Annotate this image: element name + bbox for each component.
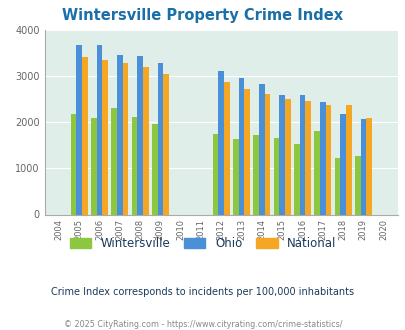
Text: © 2025 CityRating.com - https://www.cityrating.com/crime-statistics/: © 2025 CityRating.com - https://www.city… [64, 320, 341, 329]
Bar [313, 131, 319, 214]
Bar [299, 95, 305, 214]
Bar [273, 138, 279, 214]
Bar [122, 63, 128, 214]
Bar [163, 74, 168, 214]
Bar [102, 60, 108, 214]
Bar [96, 46, 102, 214]
Bar [354, 156, 360, 214]
Bar [305, 101, 310, 214]
Bar [137, 55, 143, 214]
Bar [334, 158, 339, 214]
Legend: Wintersville, Ohio, National: Wintersville, Ohio, National [65, 232, 340, 255]
Bar [365, 118, 371, 214]
Bar [293, 144, 299, 214]
Bar [157, 63, 163, 214]
Bar [76, 46, 82, 214]
Text: Crime Index corresponds to incidents per 100,000 inhabitants: Crime Index corresponds to incidents per… [51, 287, 354, 297]
Bar [117, 55, 122, 214]
Bar [91, 118, 96, 214]
Bar [212, 134, 218, 214]
Bar [325, 106, 330, 214]
Bar [151, 124, 157, 214]
Bar [218, 71, 224, 214]
Bar [70, 114, 76, 214]
Bar [111, 108, 117, 214]
Bar [244, 89, 249, 214]
Bar [339, 114, 345, 214]
Bar [284, 99, 290, 214]
Bar [238, 78, 244, 214]
Text: Wintersville Property Crime Index: Wintersville Property Crime Index [62, 8, 343, 23]
Bar [279, 95, 284, 214]
Bar [232, 139, 238, 214]
Bar [258, 84, 264, 214]
Bar [264, 94, 270, 214]
Bar [345, 106, 351, 214]
Bar [319, 102, 325, 214]
Bar [82, 57, 87, 215]
Bar [143, 67, 148, 214]
Bar [131, 117, 137, 214]
Bar [253, 135, 258, 214]
Bar [360, 119, 365, 214]
Bar [224, 82, 229, 214]
